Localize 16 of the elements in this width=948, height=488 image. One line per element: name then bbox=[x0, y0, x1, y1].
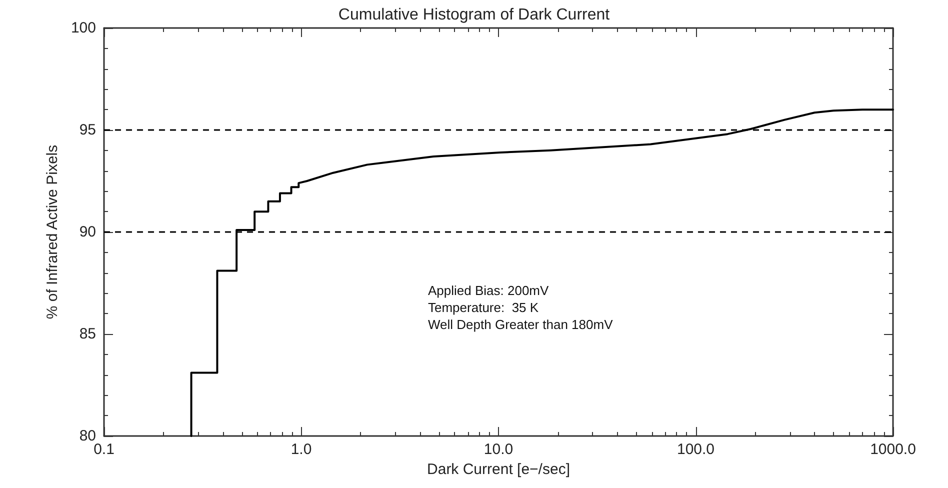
y-axis-title: % of Infrared Active Pixels bbox=[44, 144, 61, 320]
x-axis-title: Dark Current [e−/sec] bbox=[427, 460, 570, 478]
y-tick-label: 85 bbox=[79, 326, 96, 342]
y-tick-label: 100 bbox=[70, 20, 96, 36]
chart-title: Cumulative Histogram of Dark Current bbox=[338, 6, 610, 24]
x-tick-label: 1.0 bbox=[290, 441, 312, 458]
annotation: Temperature: 35 K bbox=[428, 300, 539, 315]
annotation: Applied Bias: 200mV bbox=[428, 283, 550, 298]
x-tick-label: 1000.0 bbox=[870, 441, 916, 458]
y-tick-label: 90 bbox=[79, 224, 96, 240]
x-tick-label: 10.0 bbox=[484, 441, 514, 458]
y-tick-label: 95 bbox=[79, 122, 96, 138]
annotation: Well Depth Greater than 180mV bbox=[428, 317, 614, 332]
y-tick-label: 80 bbox=[79, 428, 96, 444]
x-tick-label: 100.0 bbox=[676, 441, 715, 458]
x-tick-label: 0.1 bbox=[94, 441, 114, 458]
